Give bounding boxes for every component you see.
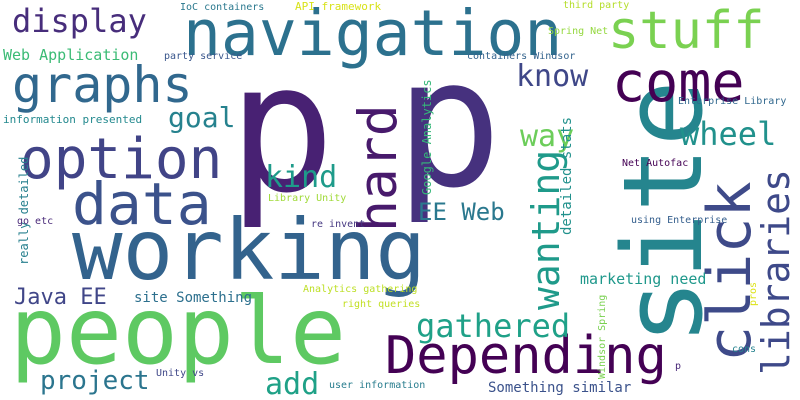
word-p-large: p: [228, 25, 336, 232]
word-containers-windsor: containers Windsor: [467, 51, 576, 62]
word-api-framework: API framework: [295, 0, 382, 13]
word-site-something: site Something: [134, 290, 253, 306]
word-people: people: [10, 277, 346, 385]
word-wheel: wheel: [680, 115, 777, 153]
word-spring-net: Spring Net: [548, 26, 609, 37]
word-gathered: gathered: [416, 307, 571, 345]
word-data: data: [72, 170, 212, 238]
word-unity-vs: Unity vs: [156, 368, 205, 379]
word-windsor-spring: Windsor Spring: [597, 294, 608, 379]
word-right-queries: right queries: [342, 299, 421, 310]
word-come: come: [612, 50, 745, 114]
word-re-invent: re invent: [311, 219, 366, 230]
word-detailed-stats: detailed stats: [559, 116, 575, 235]
word-goal: goal: [168, 101, 236, 134]
word-display: display: [12, 2, 147, 40]
word-user-information: user information: [329, 380, 426, 391]
word-using-enterprise: using Enterprise: [631, 215, 728, 226]
word-click: click: [695, 181, 765, 362]
word-third-party: third party: [563, 0, 630, 11]
word-java-ee: Java EE: [14, 285, 107, 310]
word-net-autofac: Net Autofac: [622, 158, 689, 169]
word-p-small: p: [675, 361, 682, 372]
word-analytics-gathering: Analytics gathering: [303, 284, 418, 295]
word-p-large-2: p: [395, 20, 503, 227]
word-google-analytics: Google Analytics: [420, 79, 434, 195]
word-option: option: [20, 127, 223, 192]
word-web-application: Web Application: [3, 46, 139, 64]
word-hard: hard: [348, 104, 409, 232]
word-way: way: [520, 119, 575, 154]
word-kind: kind: [265, 160, 338, 195]
word-cons: cons: [732, 344, 757, 355]
word-party-service: party service: [164, 51, 243, 62]
word-marketing-need: marketing need: [580, 270, 707, 288]
word-navigation: navigation: [183, 0, 563, 70]
word-information-presented: information presented: [3, 113, 143, 126]
word-something-similar: Something similar: [488, 380, 632, 396]
word-libraries: libraries: [754, 169, 798, 375]
word-ioc-containers: IoC containers: [180, 2, 265, 13]
word-ee-web: EE Web: [418, 198, 505, 226]
word-working: working: [72, 201, 427, 299]
word-graphs: graphs: [12, 56, 193, 114]
word-add: add: [265, 367, 320, 400]
word-pros: pros: [748, 281, 759, 306]
word-stuff: stuff: [608, 1, 765, 61]
word-project: project: [40, 366, 150, 396]
word-enterprise-library: Enterprise Library: [678, 96, 787, 107]
word-go-etc: go etc: [17, 216, 54, 227]
word-depending: Depending: [385, 326, 667, 386]
word-know: know: [516, 59, 589, 94]
word-really-detailed: really detailed: [17, 156, 31, 265]
word-library-unity: Library Unity: [268, 193, 347, 204]
